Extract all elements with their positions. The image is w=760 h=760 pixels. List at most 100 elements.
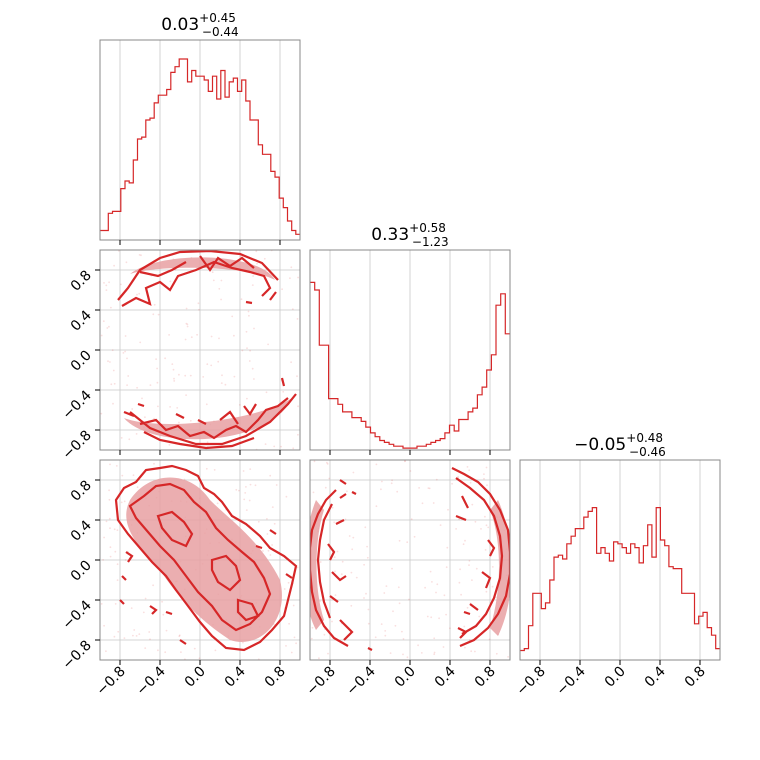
sample-point bbox=[136, 486, 139, 489]
y-tick-label: 0.0 bbox=[68, 558, 95, 585]
sample-point bbox=[103, 282, 105, 284]
sample-point bbox=[417, 644, 419, 647]
sample-point bbox=[283, 588, 286, 590]
sample-point bbox=[220, 279, 223, 282]
sample-point bbox=[484, 549, 487, 551]
sample-point bbox=[474, 650, 476, 653]
sample-point bbox=[211, 271, 214, 274]
x-tick-label: −0.4 bbox=[553, 663, 588, 698]
sample-point bbox=[421, 502, 424, 505]
sample-point bbox=[162, 613, 165, 616]
sample-point bbox=[311, 626, 314, 629]
sample-point bbox=[439, 524, 442, 526]
sample-point bbox=[176, 407, 179, 409]
sample-point bbox=[442, 646, 445, 648]
sample-point bbox=[459, 568, 461, 571]
sample-point bbox=[121, 474, 124, 477]
sample-point bbox=[392, 610, 394, 613]
sample-point bbox=[196, 333, 199, 336]
density-contour bbox=[117, 250, 297, 450]
sample-point bbox=[210, 364, 213, 367]
sample-point bbox=[144, 416, 146, 419]
sample-point bbox=[333, 556, 336, 559]
x-tick-label: 0.8 bbox=[262, 664, 289, 691]
sample-point bbox=[402, 638, 405, 640]
sample-point bbox=[240, 298, 243, 301]
sample-point bbox=[169, 406, 172, 408]
sample-point bbox=[105, 520, 108, 523]
sample-point bbox=[161, 600, 164, 603]
sample-point bbox=[364, 526, 367, 529]
sample-point bbox=[310, 637, 313, 640]
sample-point bbox=[102, 320, 105, 323]
sample-point bbox=[281, 288, 283, 291]
sample-point bbox=[246, 347, 248, 350]
sample-point bbox=[206, 363, 209, 366]
sample-point bbox=[346, 490, 348, 493]
sample-point bbox=[333, 521, 336, 524]
sample-point bbox=[173, 380, 176, 382]
sample-point bbox=[144, 597, 147, 600]
sample-point bbox=[266, 518, 268, 520]
sample-point bbox=[460, 593, 462, 596]
sample-point bbox=[110, 306, 112, 309]
sample-point bbox=[108, 498, 111, 501]
sample-point bbox=[113, 382, 116, 385]
density-fill bbox=[124, 257, 292, 440]
sample-point bbox=[165, 629, 168, 632]
sample-point bbox=[253, 378, 255, 380]
sample-point bbox=[297, 276, 299, 279]
sample-point bbox=[468, 469, 471, 472]
hist-panel-3: −0.8 −0.4 0.0 0.4 0.8 −0.05+0.48 −0.46 bbox=[513, 431, 721, 699]
sample-point bbox=[273, 445, 276, 448]
sample-point bbox=[474, 520, 477, 523]
sample-point bbox=[265, 391, 268, 394]
sample-point bbox=[385, 585, 388, 587]
sample-point bbox=[326, 461, 328, 464]
sample-point bbox=[111, 349, 114, 352]
sample-point bbox=[401, 630, 403, 633]
sample-point bbox=[106, 327, 109, 329]
sample-point bbox=[297, 405, 299, 408]
sample-point bbox=[257, 520, 260, 523]
sample-point bbox=[290, 266, 293, 269]
hist-panel-1: 0.03+0.45 −0.44 bbox=[99, 11, 301, 245]
x-tick-label: 0.8 bbox=[472, 664, 499, 691]
sample-point bbox=[282, 390, 285, 393]
sample-point bbox=[132, 634, 134, 637]
histogram-2 bbox=[310, 281, 510, 449]
sample-point bbox=[253, 327, 255, 330]
sample-point bbox=[242, 470, 245, 472]
sample-point bbox=[164, 651, 167, 654]
sample-point bbox=[123, 637, 126, 639]
sample-point bbox=[295, 642, 297, 645]
sample-point bbox=[202, 376, 205, 378]
sample-point bbox=[185, 322, 188, 325]
sample-point bbox=[381, 480, 383, 483]
sample-point bbox=[466, 466, 469, 468]
sample-point bbox=[292, 604, 295, 607]
sample-point bbox=[117, 630, 120, 633]
sample-point bbox=[432, 502, 435, 504]
sample-point bbox=[212, 279, 215, 282]
sample-point bbox=[108, 489, 110, 492]
sample-point bbox=[318, 657, 320, 660]
x-tick-label: 0.0 bbox=[182, 664, 209, 691]
sample-point bbox=[406, 541, 409, 544]
sample-point bbox=[319, 561, 322, 563]
x-tick-label: 0.0 bbox=[602, 664, 629, 691]
sample-point bbox=[141, 397, 143, 400]
sample-point bbox=[238, 489, 240, 492]
sample-point bbox=[124, 350, 126, 353]
sample-point bbox=[157, 405, 159, 408]
sample-point bbox=[398, 602, 401, 605]
sample-point bbox=[251, 367, 254, 370]
sample-point bbox=[375, 463, 378, 466]
sample-point bbox=[139, 341, 142, 344]
sample-point bbox=[483, 473, 485, 475]
sample-point bbox=[290, 361, 292, 364]
sample-point bbox=[173, 377, 175, 380]
sample-point bbox=[244, 492, 247, 494]
sample-point bbox=[351, 548, 354, 551]
sample-points bbox=[310, 460, 509, 660]
